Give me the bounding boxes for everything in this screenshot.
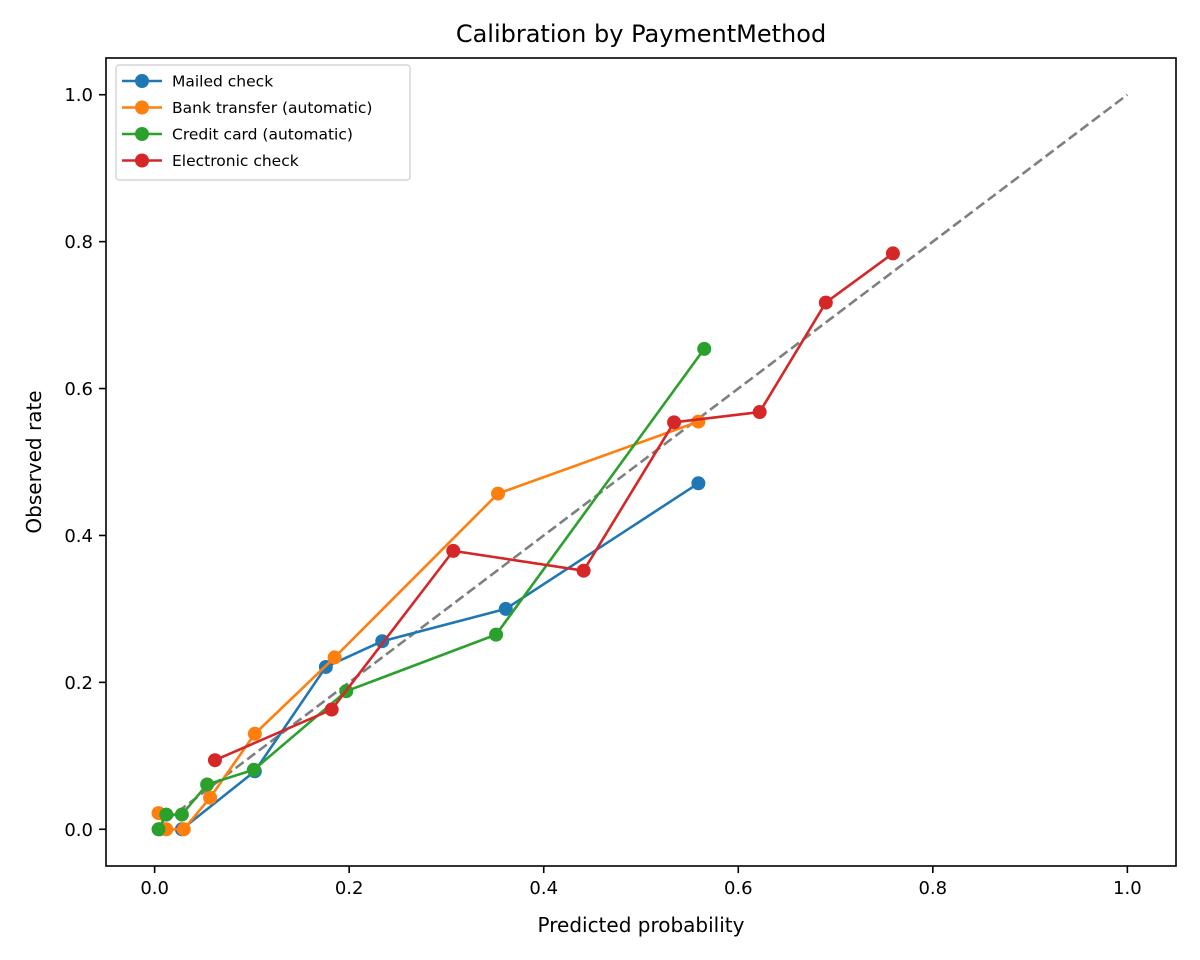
series-line <box>214 252 894 762</box>
x-tick-label: 0.8 <box>918 878 947 899</box>
y-tick-label: 0.8 <box>64 232 93 253</box>
y-axis-label: Observed rate <box>22 390 46 533</box>
y-tick-label: 0.4 <box>64 526 93 547</box>
data-point <box>691 476 706 491</box>
data-point <box>885 246 900 261</box>
data-point <box>489 627 504 642</box>
data-point <box>752 405 767 420</box>
data-point <box>246 762 261 777</box>
data-point <box>667 415 682 430</box>
legend-swatch-marker <box>135 153 149 168</box>
x-tick-label: 0.2 <box>335 878 364 899</box>
data-point <box>203 790 218 805</box>
data-point <box>159 807 174 822</box>
legend-item: Mailed check <box>122 73 273 91</box>
legend-swatch-marker <box>135 127 149 141</box>
x-tick-label: 0.0 <box>140 878 169 899</box>
x-tick-label: 0.6 <box>724 878 753 899</box>
y-tick-label: 0.6 <box>64 379 93 400</box>
legend: Mailed check Bank transfer (automatic) Cre… <box>115 64 411 181</box>
series-group <box>207 246 900 768</box>
axes: 0.0 0.2 0.4 0.6 0.8 1.0 0.0 0.2 0.4 0.6 0.8 1.0 <box>64 57 1177 899</box>
chart-title: Calibration by PaymentMethod <box>456 20 826 48</box>
data-point <box>327 650 342 665</box>
data-point <box>697 341 712 356</box>
data-point <box>818 295 833 310</box>
legend-swatch-marker <box>135 74 149 88</box>
data-point <box>324 702 339 717</box>
legend-item: Credit card (automatic) <box>122 126 353 144</box>
data-point <box>576 563 591 578</box>
legend-swatch-marker <box>135 100 149 115</box>
legend-box <box>115 64 411 181</box>
legend-label: Electronic check <box>172 152 299 170</box>
axes-frame <box>105 57 1177 867</box>
legend-label: Mailed check <box>172 73 273 91</box>
x-tick-label: 0.4 <box>529 878 558 899</box>
data-point <box>691 414 706 429</box>
plot-area <box>151 93 1129 837</box>
data-point <box>200 777 215 792</box>
data-point <box>207 753 222 768</box>
data-point <box>174 807 189 822</box>
y-tick-label: 0.2 <box>64 673 93 694</box>
legend-item: Electronic check <box>122 152 299 170</box>
data-point <box>446 543 461 558</box>
data-point <box>491 486 506 501</box>
reference-diagonal-line <box>153 93 1129 831</box>
y-tick-label: 0.0 <box>64 820 93 841</box>
legend-item: Bank transfer (automatic) <box>122 99 372 117</box>
legend-label: Credit card (automatic) <box>172 126 353 144</box>
y-tick-label: 1.0 <box>64 85 93 106</box>
data-point <box>498 601 513 616</box>
x-tick-label: 1.0 <box>1113 878 1142 899</box>
data-point <box>247 726 262 741</box>
legend-label: Bank transfer (automatic) <box>172 99 372 117</box>
data-point <box>151 822 166 837</box>
data-point <box>176 822 191 837</box>
x-axis-label: Predicted probability <box>538 913 745 937</box>
